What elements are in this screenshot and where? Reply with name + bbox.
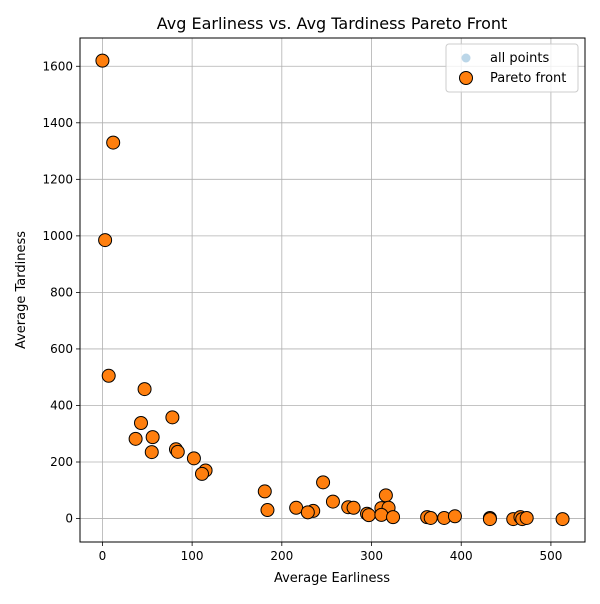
legend-marker-all-points bbox=[461, 53, 471, 63]
plot-frame bbox=[79, 37, 586, 543]
legend-label-pareto-front: Pareto front bbox=[490, 71, 566, 86]
x-axis-label: Average Earliness bbox=[274, 571, 390, 586]
pareto-front-point bbox=[144, 445, 159, 460]
pareto-front-point bbox=[106, 135, 121, 150]
legend: all points Pareto front bbox=[445, 43, 579, 93]
pareto-front-point bbox=[374, 507, 389, 522]
x-tick-label: 200 bbox=[270, 549, 293, 563]
pareto-front-point bbox=[170, 444, 185, 459]
pareto-front-point bbox=[165, 410, 180, 425]
chart-title: Avg Earliness vs. Avg Tardiness Pareto F… bbox=[157, 14, 508, 33]
pareto-front-point bbox=[194, 466, 209, 481]
x-tick-label: 300 bbox=[360, 549, 383, 563]
y-tick-label: 1600 bbox=[42, 59, 73, 73]
x-tick-label: 500 bbox=[539, 549, 562, 563]
pareto-front-point bbox=[519, 510, 534, 525]
y-tick-label: 800 bbox=[50, 285, 73, 299]
pareto-front-point bbox=[133, 415, 148, 430]
pareto-front-point bbox=[145, 430, 160, 445]
pareto-front-point bbox=[346, 500, 361, 515]
y-axis-label: Average Tardiness bbox=[14, 231, 29, 349]
pareto-front-point bbox=[361, 508, 376, 523]
y-tick-label: 200 bbox=[50, 455, 73, 469]
pareto-front-point bbox=[98, 233, 113, 248]
pareto-front-point bbox=[101, 368, 116, 383]
pareto-front-point bbox=[300, 505, 315, 520]
y-tick-label: 400 bbox=[50, 398, 73, 412]
pareto-front-point bbox=[325, 494, 340, 509]
x-tick-label: 100 bbox=[181, 549, 204, 563]
pareto-front-point bbox=[186, 451, 201, 466]
y-tick-label: 600 bbox=[50, 342, 73, 356]
pareto-front-point bbox=[260, 503, 275, 518]
pareto-front-point bbox=[378, 488, 393, 503]
pareto-front-point bbox=[423, 510, 438, 525]
pareto-front-point bbox=[137, 382, 152, 397]
grid bbox=[80, 38, 585, 542]
y-tick-label: 0 bbox=[65, 512, 73, 526]
data-points bbox=[95, 53, 570, 527]
legend-box bbox=[445, 43, 579, 93]
y-tick-label: 1000 bbox=[42, 229, 73, 243]
y-tick-label: 1200 bbox=[42, 172, 73, 186]
x-tick-label: 0 bbox=[99, 549, 107, 563]
pareto-front-point bbox=[95, 53, 110, 68]
axis-ticks: 0 100 200 300 400 500 0 200 400 600 800 1000 1200 140… bbox=[42, 59, 562, 563]
pareto-front-point bbox=[447, 509, 462, 524]
pareto-front-point bbox=[128, 431, 143, 446]
pareto-front-point bbox=[316, 475, 331, 490]
pareto-front-point bbox=[555, 512, 570, 527]
pareto-front-point bbox=[386, 510, 401, 525]
x-tick-label: 400 bbox=[450, 549, 473, 563]
y-tick-label: 1400 bbox=[42, 116, 73, 130]
pareto-front-point bbox=[482, 512, 497, 527]
pareto-front-point bbox=[257, 484, 272, 499]
legend-label-all-points: all points bbox=[490, 51, 549, 66]
legend-marker-pareto-front bbox=[459, 71, 473, 85]
pareto-front-point bbox=[289, 500, 304, 515]
